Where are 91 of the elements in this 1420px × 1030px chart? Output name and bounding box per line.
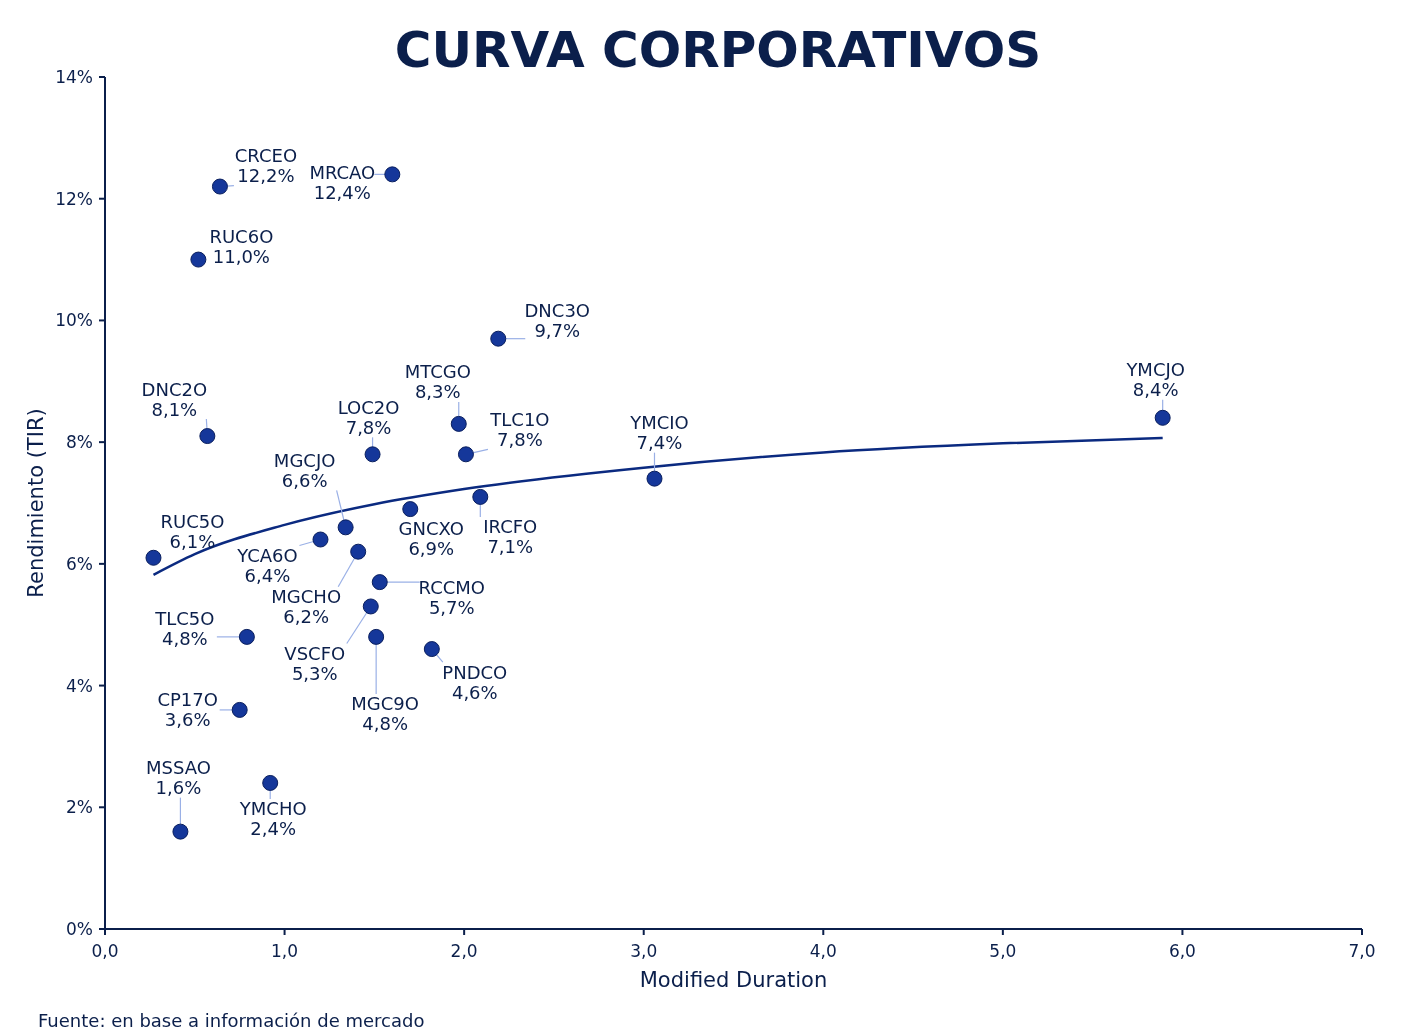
data-label: 8,1% bbox=[151, 398, 198, 420]
text: LOC2O bbox=[337, 396, 400, 418]
y-tick-label: 14% bbox=[55, 67, 93, 87]
y-axis-title: Rendimiento (TIR) bbox=[24, 408, 48, 598]
data-label: 6,9% bbox=[408, 537, 455, 559]
series-label: CRCEO bbox=[234, 145, 298, 167]
point bbox=[402, 501, 419, 518]
x-tick-label: 3,0 bbox=[630, 941, 658, 961]
data-label: 3,6% bbox=[164, 709, 211, 731]
series-label: DNC2O bbox=[141, 378, 208, 400]
point bbox=[371, 574, 388, 591]
x-tick-label: 1,0 bbox=[271, 941, 299, 961]
data-label: 7,8% bbox=[497, 428, 543, 450]
data-label: 4,8% bbox=[362, 713, 409, 735]
data-label: 11,0% bbox=[212, 246, 270, 268]
data-label: 5,7% bbox=[428, 596, 475, 618]
point bbox=[450, 415, 467, 432]
series-label: TLC1O bbox=[489, 408, 550, 430]
point bbox=[312, 531, 329, 548]
data-label: 7,8% bbox=[345, 416, 392, 438]
text: YMCJO bbox=[1125, 359, 1185, 381]
series-label: TLC5O bbox=[154, 608, 215, 630]
data-label: 2,4% bbox=[250, 818, 297, 840]
data-label: 7,4% bbox=[636, 432, 683, 454]
y-tick-label: 0% bbox=[66, 919, 93, 939]
series-label: GNCXO bbox=[398, 517, 464, 539]
point bbox=[145, 549, 162, 566]
point bbox=[364, 446, 381, 463]
text: YMCIO bbox=[629, 412, 689, 434]
x-tick-label: 6,0 bbox=[1168, 941, 1196, 961]
point bbox=[1154, 409, 1171, 426]
point bbox=[472, 488, 489, 505]
series-label: YMCHO bbox=[238, 798, 307, 820]
data-label: 6,1% bbox=[169, 531, 216, 553]
series-label: PNDCO bbox=[442, 661, 508, 683]
data-label: 8,4% bbox=[1132, 379, 1179, 401]
chart-title: CURVA CORPORATIVOS bbox=[394, 21, 1042, 79]
y-tick-label: 6% bbox=[66, 553, 93, 574]
x-tick-label: 5,0 bbox=[989, 941, 1017, 961]
series-label: RCCMO bbox=[418, 576, 485, 598]
data-label: 9,7% bbox=[534, 320, 581, 342]
data-label: 1,6% bbox=[155, 777, 202, 799]
series-label: RUC5O bbox=[160, 511, 225, 533]
point bbox=[457, 446, 474, 463]
point bbox=[190, 251, 207, 268]
data-label: 4,6% bbox=[451, 681, 498, 703]
y-tick-label: 10% bbox=[55, 310, 93, 331]
series-label: MTCGO bbox=[404, 361, 471, 383]
series-label: CP17O bbox=[157, 689, 218, 711]
series-label: MRCAO bbox=[309, 161, 376, 183]
x-tick-label: 4,0 bbox=[809, 941, 837, 961]
point bbox=[238, 628, 255, 645]
x-tick-label: 7,0 bbox=[1348, 941, 1376, 961]
y-tick-label: 4% bbox=[66, 675, 93, 696]
point bbox=[646, 470, 663, 487]
series-label: RUC6O bbox=[209, 226, 274, 248]
point bbox=[231, 701, 248, 718]
data-label: 12,4% bbox=[313, 181, 371, 203]
series-label: DNC3O bbox=[524, 300, 591, 322]
data-label: 7,1% bbox=[487, 536, 534, 558]
x-tick-label: 2,0 bbox=[450, 941, 478, 961]
point bbox=[384, 166, 401, 183]
point bbox=[262, 774, 279, 791]
data-label: 12,2% bbox=[237, 165, 295, 187]
series-label: YCA6O bbox=[236, 545, 298, 567]
point bbox=[199, 428, 216, 445]
series-label: IRCFO bbox=[483, 516, 538, 538]
data-label: 6,2% bbox=[283, 606, 330, 628]
point bbox=[362, 598, 379, 615]
series-label: MGCHO bbox=[271, 586, 342, 608]
y-tick-label: 8% bbox=[66, 432, 93, 453]
point bbox=[172, 823, 189, 840]
point bbox=[337, 519, 354, 536]
point bbox=[368, 628, 385, 645]
data-label: 5,3% bbox=[291, 662, 338, 684]
point bbox=[423, 641, 440, 658]
text: VSCFO bbox=[284, 642, 346, 664]
y-tick-label: 12% bbox=[55, 188, 93, 209]
point bbox=[211, 178, 228, 195]
text: MGCJO bbox=[273, 449, 336, 471]
point bbox=[490, 330, 507, 347]
y-tick-label: 2% bbox=[66, 797, 93, 818]
text: MGC9O bbox=[351, 693, 419, 715]
data-label: 4,8% bbox=[161, 628, 208, 650]
source-note: Fuente: en base a información de mercado bbox=[38, 1009, 425, 1030]
data-label: 8,3% bbox=[414, 381, 461, 403]
x-tick-label: 0,0 bbox=[91, 941, 119, 961]
data-label: 6,4% bbox=[244, 565, 291, 587]
x-axis-title: Modified Duration bbox=[639, 968, 828, 992]
text: MSSAO bbox=[145, 757, 211, 779]
point bbox=[350, 543, 367, 560]
